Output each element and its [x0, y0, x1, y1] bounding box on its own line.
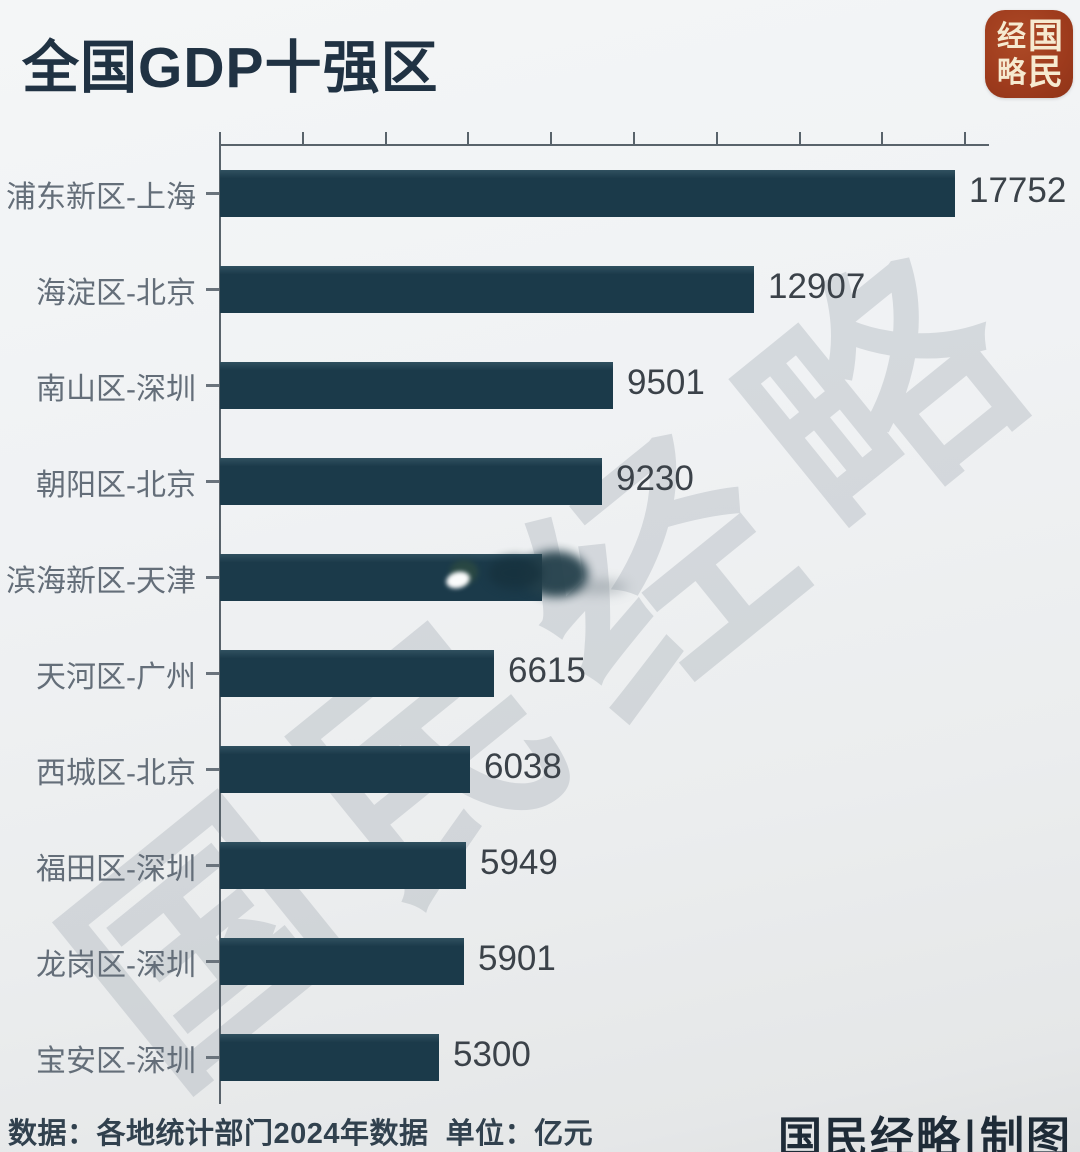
bar-label: 西城区-北京: [36, 757, 196, 790]
logo-char: 略: [996, 54, 1026, 89]
x-axis-tick: [881, 132, 884, 144]
y-axis-line: [219, 144, 221, 1104]
value-label: 6615: [508, 651, 586, 690]
y-axis-tick: [206, 768, 219, 771]
value-label: 5949: [480, 843, 558, 882]
page-title: 全国GDP十强区: [22, 36, 439, 100]
value-label: 5300: [453, 1035, 531, 1074]
bar-label: 宝安区-深圳: [36, 1045, 196, 1078]
x-axis-tick: [467, 132, 470, 144]
bar: [220, 265, 754, 313]
value-label: 6038: [484, 747, 562, 786]
bar: [220, 937, 464, 985]
logo-char: 国: [1027, 15, 1063, 57]
bar-label: 福田区-深圳: [36, 853, 196, 886]
bar: [220, 169, 955, 217]
y-axis-tick: [206, 864, 219, 867]
y-axis-tick: [206, 384, 219, 387]
bar-label: 天河区-广州: [36, 661, 196, 694]
x-axis-tick: [964, 132, 967, 144]
y-axis-tick: [206, 192, 219, 195]
bar-label: 南山区-深圳: [36, 373, 196, 406]
bar: [220, 745, 470, 793]
bar-label: 朝阳区-北京: [36, 469, 196, 502]
bar: [220, 1033, 439, 1081]
footer-source-note: 数据：各地统计部门2024年数据 单位：亿元: [8, 1118, 594, 1150]
y-axis-tick: [206, 1056, 219, 1059]
x-axis-line: [219, 144, 989, 146]
bar-label: 海淀区-北京: [36, 277, 196, 310]
value-label: 9501: [627, 363, 705, 402]
x-axis-tick: [798, 132, 801, 144]
bar: [220, 457, 602, 505]
x-axis-tick: [550, 132, 553, 144]
x-axis-tick: [301, 132, 304, 144]
value-label: 5901: [478, 939, 556, 978]
y-axis-tick: [206, 288, 219, 291]
y-axis-tick: [206, 672, 219, 675]
y-axis-tick: [206, 960, 219, 963]
logo-char: 经: [996, 18, 1026, 53]
brand-logo-stamp: 经国略民: [985, 10, 1073, 98]
bar-label: 滨海新区-天津: [6, 565, 196, 598]
x-axis-tick: [715, 132, 718, 144]
bar: [220, 841, 466, 889]
bar-label: 龙岗区-深圳: [36, 949, 196, 982]
bar: [220, 649, 494, 697]
x-axis-tick: [384, 132, 387, 144]
y-axis-tick: [206, 480, 219, 483]
y-axis-tick: [206, 576, 219, 579]
bar-label: 浦东新区-上海: [6, 181, 196, 214]
value-label: 9230: [616, 459, 694, 498]
bar: [220, 361, 613, 409]
value-label: 17752: [969, 171, 1067, 210]
logo-char: 民: [1027, 51, 1063, 93]
footer-credit: 国民经略|制图: [777, 1113, 1072, 1152]
value-label: 12907: [768, 267, 866, 306]
bar: [220, 553, 542, 601]
x-axis-tick: [219, 132, 221, 144]
x-axis-tick: [633, 132, 635, 144]
